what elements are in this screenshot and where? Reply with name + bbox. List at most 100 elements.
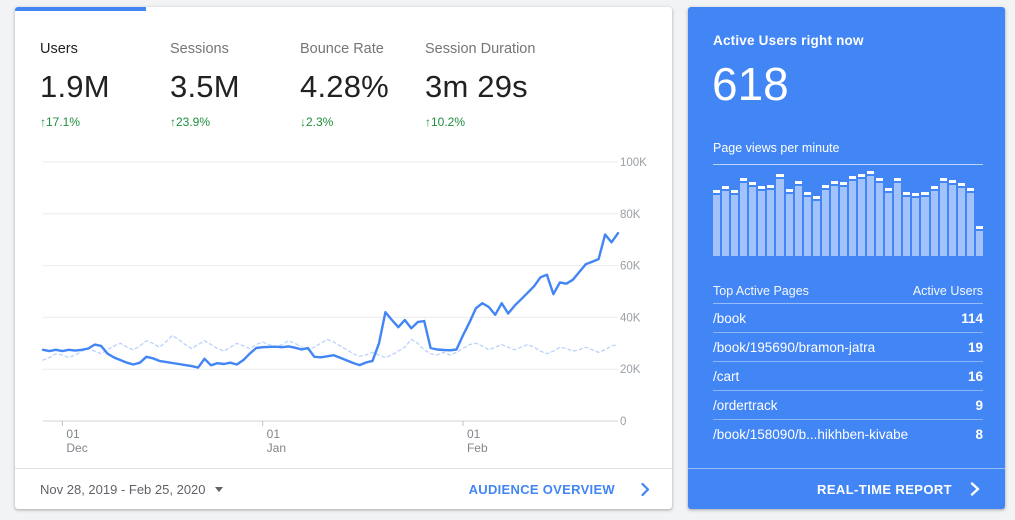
bar-cap <box>767 185 775 188</box>
bar-body <box>830 186 838 256</box>
x-axis-tick-label: Feb <box>467 441 488 452</box>
realtime-report-label: REAL-TIME REPORT <box>817 481 952 497</box>
bar-body <box>894 183 902 256</box>
bar-cap <box>776 174 784 177</box>
pageviews-minute-bar <box>749 182 757 256</box>
bar-cap <box>966 188 974 191</box>
metric-label: Session Duration <box>425 41 536 57</box>
pageviews-minute-bar <box>785 189 793 256</box>
bar-body <box>722 191 730 256</box>
pageviews-minute-bar <box>740 178 748 256</box>
bar-body <box>957 188 965 256</box>
bar-cap <box>803 192 811 195</box>
pageviews-minute-bar <box>885 188 893 256</box>
bar-body <box>903 197 911 256</box>
date-range-selector[interactable]: Nov 28, 2019 - Feb 25, 2020 <box>40 482 223 497</box>
bar-body <box>794 186 802 256</box>
bar-cap <box>912 193 920 196</box>
pageviews-minute-bar <box>830 181 838 256</box>
audience-overview-card: Users 1.9M ↑17.1% Sessions 3.5M ↑23.9% Bounce … <box>15 7 672 509</box>
metric-tab-session-duration[interactable]: Session Duration 3m 29s ↑10.2% <box>425 40 553 129</box>
top-active-pages-header: Top Active Pages Active Users <box>713 278 983 304</box>
bar-body <box>776 179 784 256</box>
metric-value: 4.28% <box>300 69 389 104</box>
y-axis-tick-label: 0 <box>620 416 626 428</box>
pageviews-minute-bar <box>948 180 956 256</box>
top-active-pages-table: /book 114/book/195690/bramon-jatra 19/cart… <box>713 304 983 449</box>
col-top-active-pages: Top Active Pages <box>713 283 809 298</box>
bar-body <box>749 187 757 256</box>
chevron-right-icon <box>641 482 650 496</box>
left-card-footer: Nov 28, 2019 - Feb 25, 2020 AUDIENCE OVE… <box>15 468 672 509</box>
bar-body <box>975 231 983 256</box>
bar-cap <box>722 186 730 189</box>
metric-delta: ↓2.3% <box>300 115 334 129</box>
bar-body <box>867 176 875 256</box>
pageviews-minute-bar <box>839 182 847 256</box>
metric-tab-bounce-rate[interactable]: Bounce Rate 4.28% ↓2.3% <box>300 40 428 129</box>
active-users-value: 8 <box>975 427 983 442</box>
active-tab-indicator <box>15 7 146 11</box>
pageviews-minute-bar <box>930 186 938 256</box>
bar-body <box>930 191 938 256</box>
bar-body <box>848 181 856 256</box>
metric-label: Users <box>40 41 78 57</box>
bar-cap <box>867 171 875 174</box>
bar-cap <box>794 181 802 184</box>
metric-value: 3.5M <box>170 69 240 104</box>
pageviews-minute-bar <box>713 190 721 256</box>
audience-overview-link[interactable]: AUDIENCE OVERVIEW <box>469 482 650 497</box>
page-path: /book/158090/b...hikhben-kivabe <box>713 427 909 442</box>
pageviews-minute-bar <box>903 192 911 256</box>
realtime-report-link[interactable]: REAL-TIME REPORT <box>817 482 980 497</box>
page-path: /book/195690/bramon-jatra <box>713 339 876 355</box>
y-axis-tick-label: 100K <box>620 157 647 169</box>
pageviews-minute-bar <box>767 185 775 256</box>
bar-body <box>948 185 956 256</box>
x-axis-tick-label: Dec <box>66 441 87 452</box>
page-path: /cart <box>713 368 740 384</box>
metric-label: Sessions <box>170 41 229 57</box>
bar-body <box>921 197 929 256</box>
bar-cap <box>848 176 856 179</box>
bar-body <box>803 197 811 256</box>
chevron-right-icon <box>970 482 980 496</box>
col-active-users: Active Users <box>912 283 983 298</box>
pageviews-minute-bar <box>939 178 947 256</box>
active-users-value: 114 <box>961 310 983 326</box>
bar-cap <box>858 174 866 177</box>
active-page-row: /book 114 <box>713 304 983 333</box>
pageviews-per-minute-label: Page views per minute <box>713 141 840 155</box>
pageviews-minute-bar <box>722 186 730 256</box>
bar-body <box>885 193 893 256</box>
audience-overview-label: AUDIENCE OVERVIEW <box>468 481 615 497</box>
bar-cap <box>957 183 965 186</box>
bar-body <box>912 198 920 256</box>
bar-cap <box>975 226 983 229</box>
current-period-line <box>41 231 620 369</box>
active-page-row: /ordertrack 9 <box>713 391 983 420</box>
metric-tab-sessions[interactable]: Sessions 3.5M ↑23.9% <box>170 40 298 129</box>
x-axis-tick-label: 01 <box>467 427 481 441</box>
pageviews-minute-bar <box>921 192 929 256</box>
pageviews-minute-bar <box>912 193 920 256</box>
pageviews-minute-bar <box>975 226 983 256</box>
y-axis-tick-label: 60K <box>620 261 641 273</box>
page-path: /ordertrack <box>713 397 778 413</box>
bar-body <box>839 187 847 256</box>
bar-body <box>939 183 947 256</box>
bar-body <box>731 195 739 256</box>
active-page-row: /book/195690/bramon-jatra 19 <box>713 333 983 362</box>
x-axis-tick-label: 01 <box>66 427 80 441</box>
metric-value: 3m 29s <box>425 69 528 104</box>
bar-cap <box>812 196 820 199</box>
pageviews-minute-bar <box>876 178 884 256</box>
bar-cap <box>740 178 748 181</box>
bar-body <box>767 190 775 256</box>
pageviews-minute-bar <box>858 174 866 256</box>
bar-cap <box>713 190 721 193</box>
metric-tab-users[interactable]: Users 1.9M ↑17.1% <box>40 40 168 129</box>
bar-body <box>821 190 829 256</box>
realtime-card-footer: REAL-TIME REPORT <box>688 468 1005 509</box>
